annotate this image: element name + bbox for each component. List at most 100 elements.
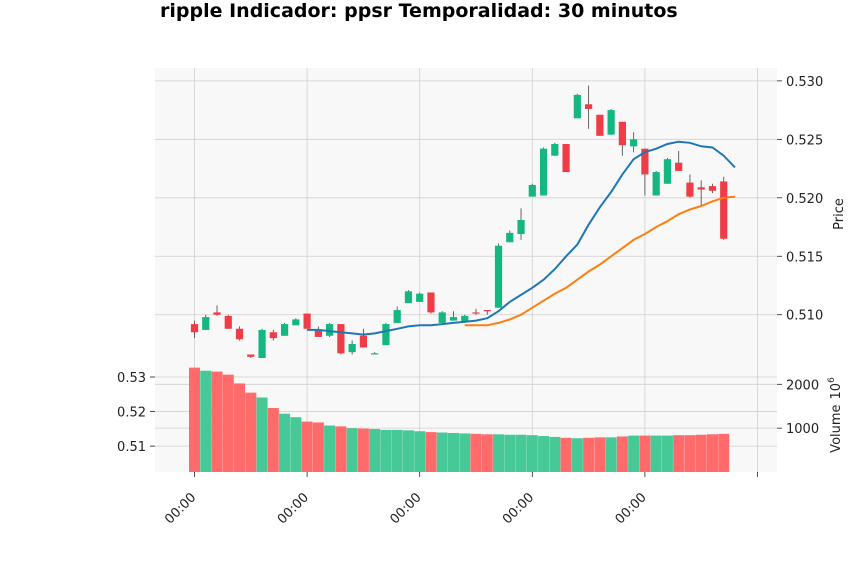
candle-down: [314, 329, 322, 337]
price-tick-label: 0.515: [786, 250, 823, 265]
candle-up: [506, 232, 514, 243]
x-tick-label: 00:00: [500, 490, 537, 527]
candle-up: [382, 324, 390, 346]
volume-bar-down: [639, 435, 651, 472]
price-tick-label: 0.525: [786, 133, 823, 148]
candle-down: [359, 335, 367, 348]
volume-bar-up: [380, 429, 392, 472]
volume-bar-up: [256, 397, 268, 472]
volume-axis-exponent: 10: [829, 383, 844, 400]
price-tick-label: 0.520: [786, 192, 823, 207]
volume-axis-ticks: 1000 2000: [777, 378, 819, 437]
volume-axis-exponent-power: 6: [827, 377, 837, 383]
volume-bar-up: [279, 413, 291, 472]
volume-bar-down: [481, 434, 493, 472]
volume-bar-down: [234, 383, 246, 472]
candle-up: [528, 184, 536, 197]
volume-bar-up: [661, 435, 673, 472]
volume-bar-down: [470, 433, 482, 472]
candle-down: [483, 310, 491, 312]
volume-bar-down: [312, 422, 324, 472]
candle-down: [190, 324, 199, 333]
volume-bar-down: [616, 436, 628, 472]
price-panel: [155, 68, 777, 358]
candle-down: [269, 332, 277, 339]
volume-bar-down: [245, 392, 257, 472]
volume-bar-up: [290, 417, 302, 472]
volume-bar-up: [605, 437, 617, 472]
candle-down: [641, 148, 649, 175]
x-tick-label: 00:00: [387, 490, 424, 527]
volume-bar-down: [301, 421, 313, 472]
candle-down: [585, 104, 593, 109]
candle-up: [663, 159, 672, 184]
candle-up: [280, 324, 289, 336]
candle-down: [303, 313, 311, 329]
moving-averages: [307, 140, 736, 336]
volume-bars: [188, 367, 730, 472]
candle-up: [551, 144, 559, 156]
x-tick-label: 00:00: [275, 490, 312, 527]
volume-bar-up: [526, 435, 538, 472]
candle-up: [202, 317, 210, 330]
candle-up: [573, 94, 581, 119]
candle-up: [348, 343, 356, 353]
volume-bar-down: [222, 374, 234, 472]
volume-bar-up: [346, 428, 358, 472]
volume-bar-down: [560, 437, 572, 472]
candle-up: [404, 291, 413, 304]
volume-bar-up: [571, 438, 583, 472]
x-axis-ticks: 00:00 00:00 00:00 00:00 00:00: [162, 472, 758, 527]
candle-up: [607, 110, 615, 135]
volume-bar-up: [447, 432, 459, 472]
candle-up: [494, 245, 503, 308]
volume-bar-down: [718, 433, 730, 472]
candle-up: [393, 310, 401, 323]
volume-bar-down: [357, 428, 369, 472]
volume-bar-down: [267, 407, 279, 472]
volume-bar-up: [436, 432, 448, 472]
price-axis-label: Price: [832, 198, 847, 230]
volume-bar-down: [188, 367, 201, 472]
volume-bar-up: [515, 434, 527, 472]
candle-up: [652, 172, 660, 196]
chart-title: ripple Indicador: ppsr Temporalidad: 30 …: [160, 0, 678, 22]
candle-up: [438, 312, 446, 323]
candle-down: [697, 187, 705, 190]
candle-down: [337, 324, 345, 354]
candle-up: [517, 220, 525, 235]
candle-up: [326, 324, 334, 336]
candle-down: [675, 162, 683, 171]
volume-tick-label: 1000: [786, 422, 819, 437]
volume-axis-label-text: Volume: [829, 404, 844, 452]
candle-up: [371, 353, 379, 355]
volume-bar-up: [200, 370, 212, 472]
candle-down: [224, 315, 232, 329]
candle-up: [258, 329, 266, 358]
candle-down: [596, 114, 604, 136]
volume-bar-up: [504, 434, 516, 472]
x-tick-label: 00:00: [613, 490, 650, 527]
volume-bar-down: [695, 434, 707, 472]
volume-bar-up: [369, 429, 381, 472]
x-tick-label: 00:00: [162, 490, 199, 527]
candle-up: [461, 315, 469, 322]
candle-up: [630, 139, 638, 147]
candle-down: [427, 292, 435, 313]
ppsr-tick-label: 0.51: [117, 440, 146, 455]
volume-bar-up: [391, 429, 403, 472]
volume-bar-down: [594, 437, 606, 472]
volume-bar-down: [706, 434, 718, 472]
volume-bar-down: [335, 426, 347, 472]
price-tick-label: 0.530: [786, 75, 823, 90]
candle-down: [472, 312, 480, 314]
volume-bar-down: [684, 435, 696, 472]
candles: [190, 85, 728, 358]
ppsr-tick-label: 0.53: [117, 371, 146, 386]
price-grid: [155, 68, 777, 358]
volume-bar-up: [324, 425, 336, 472]
volume-bar-up: [628, 435, 640, 472]
volume-bar-up: [414, 431, 426, 472]
candle-up: [449, 317, 458, 321]
